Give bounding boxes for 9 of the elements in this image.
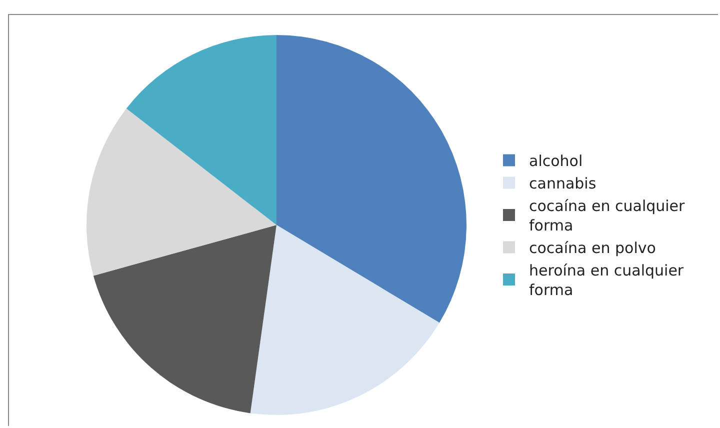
pie-slice [93,225,276,414]
pie-slice [250,225,440,415]
legend-label: cannabis [529,174,596,193]
pie-slice [126,35,276,225]
pie-slice [86,108,276,276]
pie-slice [276,35,466,323]
legend-label: alcohol [529,152,583,170]
legend-label: cocaína en polvo [529,239,656,258]
legend-label: heroína en cualquier forma [529,262,684,300]
